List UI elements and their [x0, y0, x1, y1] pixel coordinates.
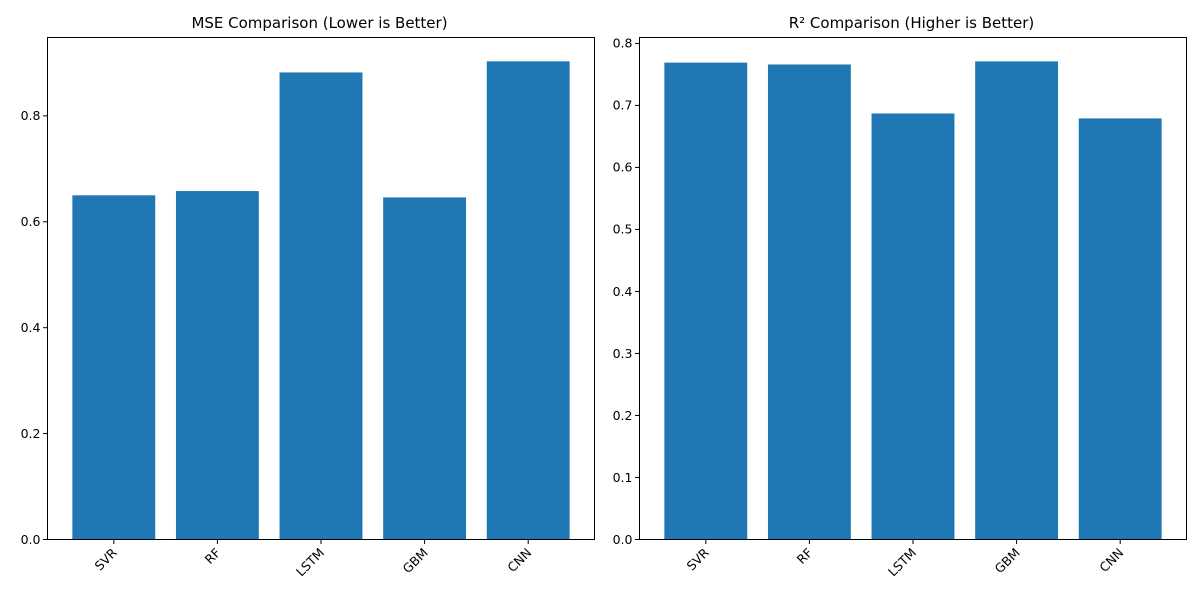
- plot-frame: [639, 37, 1187, 540]
- bar-svr: [72, 195, 156, 540]
- y-tick-label: 0.0: [21, 532, 41, 547]
- y-tick-label: 0.3: [613, 346, 633, 361]
- bar-gbm: [975, 61, 1059, 540]
- bar-group: [664, 61, 1162, 540]
- bar-gbm: [383, 197, 467, 540]
- bar-group: [72, 61, 570, 540]
- y-tick-label: 0.4: [21, 320, 41, 335]
- y-tick-label: 0.2: [613, 408, 633, 423]
- bar-cnn: [1078, 118, 1162, 540]
- y-tick-label: 0.6: [21, 214, 41, 229]
- r2-chart: R² Comparison (Higher is Better) 0.00.10…: [613, 14, 1187, 579]
- bar-rf: [175, 191, 259, 540]
- bar-lstm: [279, 72, 363, 540]
- bar-rf: [767, 64, 851, 540]
- y-tick-label: 0.7: [613, 98, 633, 113]
- y-tick-label: 0.5: [613, 222, 633, 237]
- y-tick-label: 0.4: [613, 284, 633, 299]
- y-tick-label: 0.0: [613, 532, 633, 547]
- bar-lstm: [871, 113, 955, 540]
- y-axis-ticks: 0.0 0.2 0.4 0.6 0.8: [21, 108, 48, 547]
- plot-frame: [47, 37, 595, 540]
- y-tick-label: 0.6: [613, 160, 633, 175]
- chart-title: MSE Comparison (Lower is Better): [191, 14, 447, 32]
- mse-chart: MSE Comparison (Lower is Better) 0.00.20…: [21, 14, 595, 579]
- y-tick-label: 0.1: [613, 470, 633, 485]
- bar-cnn: [486, 61, 570, 540]
- chart-title: R² Comparison (Higher is Better): [789, 14, 1035, 32]
- y-tick-label: 0.8: [21, 108, 41, 123]
- y-axis-ticks: 0.0 0.1 0.2 0.3 0.4 0.5 0.6 0.7 0.8: [613, 36, 640, 547]
- y-tick-label: 0.2: [21, 426, 41, 441]
- bar-svr: [664, 62, 748, 540]
- y-tick-label: 0.8: [613, 36, 633, 51]
